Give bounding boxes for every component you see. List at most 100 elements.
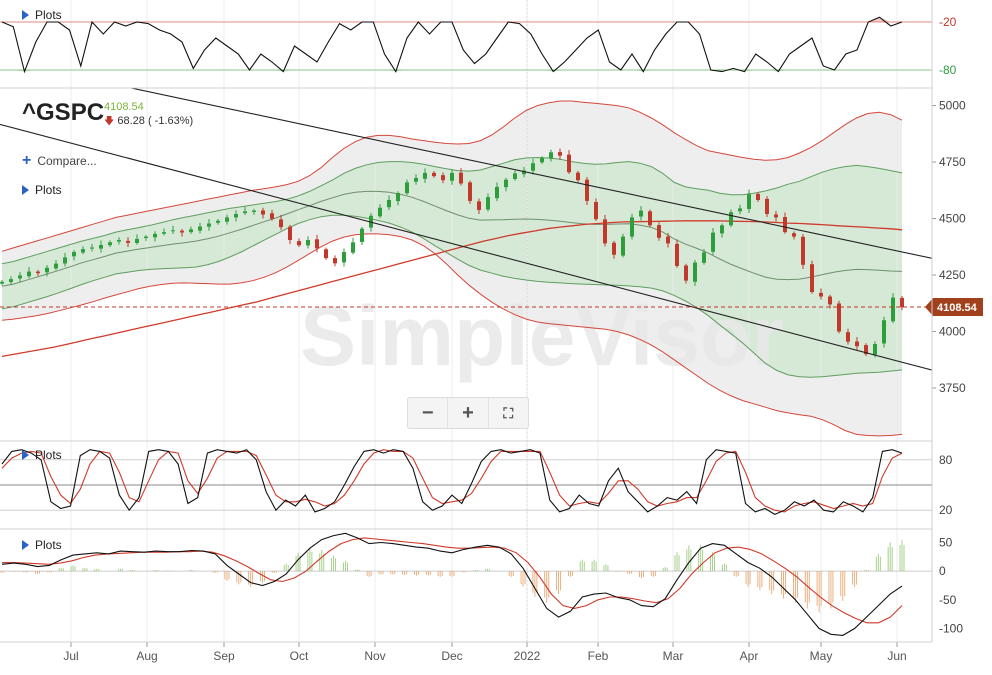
candle-body [108, 242, 112, 246]
candlestick [333, 255, 337, 267]
compare-button[interactable]: + Compare... [22, 152, 97, 170]
candle-body [234, 214, 238, 218]
candle-body [459, 172, 463, 184]
candlestick [585, 176, 589, 205]
candlestick [882, 316, 886, 348]
candlestick [648, 209, 652, 228]
candlestick [27, 267, 31, 279]
candle-body [756, 193, 760, 200]
plus-icon: + [22, 152, 32, 169]
candle-body [252, 210, 256, 212]
candlestick [864, 343, 868, 356]
candle-body [45, 267, 49, 273]
macd-panel[interactable] [0, 532, 932, 636]
trendlines[interactable] [0, 56, 992, 388]
candlestick [279, 214, 283, 231]
candlestick [720, 223, 724, 238]
macd-signal-line [2, 537, 903, 624]
candlestick [126, 237, 130, 248]
candlestick [666, 233, 670, 248]
candlestick [54, 260, 58, 271]
candle-body [900, 297, 904, 308]
candle-body [63, 257, 67, 264]
candle-body [828, 296, 832, 305]
price-plots-button[interactable]: Plots [22, 183, 62, 197]
candle-body [630, 217, 634, 237]
candle-body [315, 239, 319, 249]
candle-body [117, 240, 121, 242]
candlestick [765, 196, 769, 217]
candlestick [72, 250, 76, 261]
candle-body [171, 230, 175, 232]
stochastic-panel[interactable] [0, 449, 932, 516]
candle-body [207, 223, 211, 227]
ticker-header: ^GSPC [22, 99, 104, 127]
candle-body [450, 172, 454, 181]
candlestick [477, 198, 481, 215]
candlestick [378, 204, 382, 219]
candle-body [414, 177, 418, 182]
rsi-y-tick-label: -80 [939, 63, 957, 77]
candle-body [360, 228, 364, 242]
candlestick [486, 193, 490, 212]
candle-body [801, 236, 805, 265]
plots-label: Plots [35, 8, 62, 22]
expand-triangle-icon [22, 450, 29, 460]
candlestick [297, 238, 301, 248]
expand-triangle-icon [22, 185, 29, 195]
candle-body [729, 212, 733, 226]
candlestick [9, 276, 13, 285]
fullscreen-button[interactable]: ⛶ [489, 398, 528, 428]
price-tag-background [925, 298, 983, 317]
candle-body [585, 179, 589, 201]
candlestick [495, 182, 499, 202]
candle-body [549, 152, 553, 159]
zoom-out-button[interactable]: − [408, 398, 449, 428]
stoch-k-line [1, 449, 903, 516]
x-tick-label: Nov [364, 649, 385, 663]
candlestick [270, 209, 274, 221]
candlestick [576, 170, 580, 184]
candle-body [54, 263, 58, 269]
outer-band-upper-line [1, 100, 903, 252]
candle-body [720, 225, 724, 234]
price-panel[interactable]: SimpleVisor [0, 0, 992, 642]
candle-body [162, 232, 166, 234]
candle-body [486, 197, 490, 210]
candle-body [567, 154, 571, 173]
candlestick [450, 169, 454, 185]
zoom-in-button[interactable]: + [448, 398, 489, 428]
rsi-plots-button[interactable]: Plots [22, 8, 62, 22]
candlestick [846, 328, 850, 345]
candlestick [45, 265, 49, 277]
candlestick [513, 170, 517, 181]
candle-body [0, 281, 4, 284]
candle-body [783, 217, 787, 233]
zoom-controls: − + ⛶ [407, 397, 529, 429]
ticker-change-row: 🡇 68.28 ( -1.63%) [104, 114, 193, 131]
candlestick [828, 294, 832, 309]
macd-line [1, 532, 903, 636]
candlestick [549, 149, 553, 162]
candlestick [540, 156, 544, 165]
stochastic-plots-button[interactable]: Plots [22, 448, 62, 462]
candlestick [567, 150, 571, 175]
fullscreen-icon: ⛶ [503, 404, 514, 421]
candle-body [891, 297, 895, 322]
candlestick [351, 237, 355, 255]
candlestick [171, 225, 175, 234]
candlesticks [0, 148, 904, 358]
rsi-panel[interactable] [0, 16, 932, 74]
candlestick [144, 234, 148, 241]
candlestick [693, 259, 697, 286]
macd-plots-button[interactable]: Plots [22, 538, 62, 552]
band-mid-line [1, 190, 903, 287]
candlestick [711, 228, 715, 255]
candlestick [396, 191, 400, 206]
stoch-y-tick-label: 20 [939, 503, 953, 517]
candle-body [180, 230, 184, 233]
candle-body [495, 186, 499, 199]
macd-y-tick-label: 0 [939, 564, 946, 578]
